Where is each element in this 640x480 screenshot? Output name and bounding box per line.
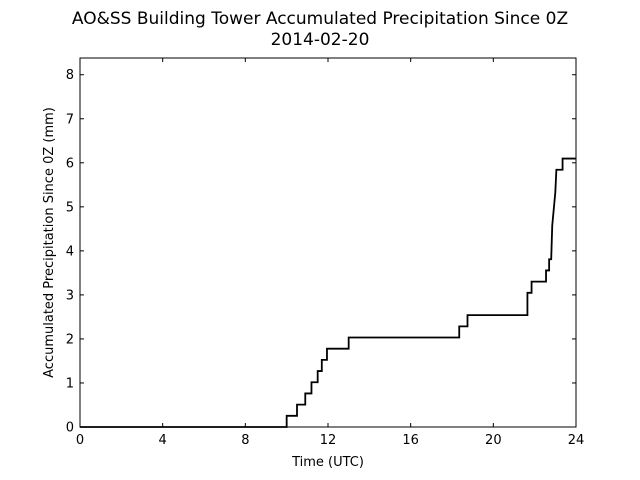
y-tick-label: 0 [66,421,74,436]
y-tick-label: 4 [66,244,74,259]
plot-frame [79,57,577,428]
x-tick-label: 4 [159,433,167,448]
y-tick-label: 7 [66,112,74,127]
x-tick-label: 0 [76,433,84,448]
x-tick-label: 8 [241,433,249,448]
y-tick-label: 3 [66,288,74,303]
x-tick-label: 24 [568,433,585,448]
x-tick-label: 16 [402,433,419,448]
x-tick-label: 12 [320,433,337,448]
y-tick-label: 1 [66,376,74,391]
x-axis-label: Time (UTC) [291,455,364,470]
chart-title: AO&SS Building Tower Accumulated Precipi… [72,9,568,29]
y-tick-label: 2 [66,332,74,347]
y-tick-label: 6 [66,156,74,171]
y-tick-label: 5 [66,200,74,215]
x-tick-label: 20 [485,433,502,448]
y-ticks: 0 1 2 3 4 5 6 7 8 [66,68,576,436]
y-axis-label: Accumulated Precipitation Since 0Z (mm) [42,107,57,378]
precipitation-line [80,157,576,428]
y-tick-label: 8 [66,68,74,83]
x-ticks: 0 4 8 12 16 20 24 [76,58,584,448]
chart-subtitle: 2014-02-20 [271,30,370,50]
